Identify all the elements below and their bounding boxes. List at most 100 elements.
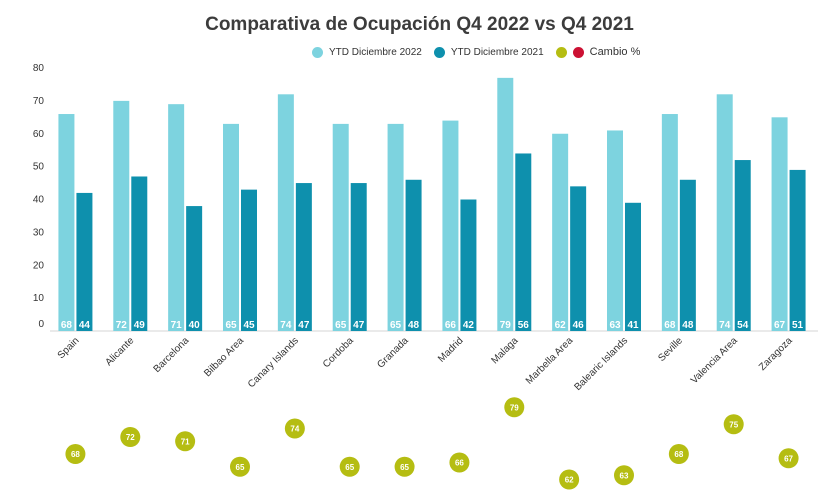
legend-label-2022: YTD Diciembre 2022 xyxy=(329,46,422,58)
bar-data-label: 45 xyxy=(243,320,255,331)
bar-2022 xyxy=(223,123,239,331)
bar-data-label: 56 xyxy=(518,320,530,331)
cambio-dot-label: 62 xyxy=(565,476,574,485)
cambio-dot xyxy=(504,397,525,418)
cambio-dot-label: 72 xyxy=(126,433,135,442)
bar-2022 xyxy=(497,77,514,331)
cambio-dot xyxy=(120,427,141,447)
bar-2022 xyxy=(552,133,569,331)
bar-2022 xyxy=(607,130,623,331)
x-tick-label: Cordoba xyxy=(321,335,356,370)
bar-data-label: 62 xyxy=(555,320,567,331)
legend-label-2021: YTD Diciembre 2021 xyxy=(450,46,544,58)
x-tick-label: Spain xyxy=(56,335,82,361)
cambio-dot-label: 67 xyxy=(784,454,793,463)
bar-data-label: 49 xyxy=(134,320,146,331)
x-tick-label: Madrid xyxy=(436,335,465,364)
bar-2022 xyxy=(277,94,294,331)
bar-2021 xyxy=(734,160,751,331)
cambio-dot xyxy=(614,465,634,486)
bar-2021 xyxy=(789,169,806,331)
bar-data-label: 46 xyxy=(573,320,585,331)
y-tick-label: 10 xyxy=(33,293,45,304)
cambio-dot-label: 68 xyxy=(71,450,80,459)
bar-data-label: 79 xyxy=(500,320,512,331)
bar-2022 xyxy=(113,100,130,331)
bar-data-label: 48 xyxy=(682,320,694,331)
bar-2021 xyxy=(295,183,312,331)
bar-data-label: 40 xyxy=(189,320,201,331)
cambio-dot-label: 65 xyxy=(345,463,354,472)
bar-2021 xyxy=(350,183,367,331)
cambio-dot-label: 65 xyxy=(236,463,245,472)
cambio-dot xyxy=(394,456,415,477)
y-tick-label: 30 xyxy=(33,227,45,238)
bar-data-label: 72 xyxy=(116,320,128,331)
cambio-dot xyxy=(65,444,86,464)
cambio-dot xyxy=(284,418,305,439)
bar-2021 xyxy=(131,176,148,331)
cambio-dot xyxy=(175,431,196,452)
bar-data-label: 65 xyxy=(335,320,347,331)
legend-swatch-2022 xyxy=(312,46,323,58)
bar-2022 xyxy=(771,117,788,331)
y-tick-label: 0 xyxy=(38,319,44,330)
bar-data-label: 66 xyxy=(445,320,457,331)
legend-swatch-cambio-negative xyxy=(572,46,584,58)
legend-label-cambio: Cambio % xyxy=(589,46,641,58)
chart-title: Comparativa de Ocupación Q4 2022 vs Q4 2… xyxy=(205,14,634,35)
x-tick-label: Valencia Area xyxy=(689,335,740,386)
cambio-dot xyxy=(723,414,744,435)
bar-2021 xyxy=(679,179,696,331)
bar-2022 xyxy=(442,120,459,331)
bar-data-label: 41 xyxy=(627,320,639,331)
bar-data-label: 63 xyxy=(609,320,621,331)
cambio-dot xyxy=(559,469,580,490)
bar-data-label: 44 xyxy=(79,320,91,331)
bar-data-label: 42 xyxy=(463,320,475,331)
y-tick-label: 60 xyxy=(33,129,45,140)
bar-data-label: 71 xyxy=(171,320,183,331)
bar-data-label: 47 xyxy=(298,320,310,331)
legend-item-2021[interactable]: YTD Diciembre 2021 xyxy=(433,46,544,58)
y-tick-label: 20 xyxy=(33,260,45,271)
y-tick-label: 70 xyxy=(33,96,45,107)
cambio-dot-label: 75 xyxy=(729,420,738,429)
y-tick-label: 40 xyxy=(33,195,45,206)
chart-legend: YTD Diciembre 2022 YTD Diciembre 2021 Ca… xyxy=(312,46,652,58)
bar-2022 xyxy=(332,123,349,331)
cambio-dot-label: 68 xyxy=(674,450,683,459)
bar-2022 xyxy=(716,94,733,331)
x-tick-label: Barcelona xyxy=(152,335,192,375)
cambio-dot-label: 71 xyxy=(181,437,190,446)
cambio-dot xyxy=(668,444,689,464)
bar-2022 xyxy=(168,104,185,331)
x-tick-label: Alicante xyxy=(103,335,136,368)
bar-2021 xyxy=(570,186,587,331)
cambio-dot xyxy=(230,456,250,477)
bar-data-label: 65 xyxy=(390,320,402,331)
cambio-dot-label: 74 xyxy=(290,425,299,434)
bar-data-label: 65 xyxy=(225,320,237,331)
y-tick-label: 50 xyxy=(33,162,45,173)
x-tick-label: Malaga xyxy=(489,335,520,366)
bar-data-label: 48 xyxy=(408,320,420,331)
bar-2021 xyxy=(241,189,257,331)
bar-data-label: 54 xyxy=(737,320,749,331)
legend-item-cambio[interactable]: Cambio % xyxy=(555,46,641,58)
cambio-dot-label: 66 xyxy=(455,459,464,468)
bar-2021 xyxy=(186,206,203,331)
bar-data-label: 67 xyxy=(774,320,786,331)
bar-2022 xyxy=(387,123,404,331)
bar-2022 xyxy=(58,114,75,332)
legend-item-2022[interactable]: YTD Diciembre 2022 xyxy=(312,46,422,58)
legend-swatch-2021 xyxy=(433,46,445,58)
bar-data-label: 47 xyxy=(353,320,365,331)
cambio-dot xyxy=(339,456,360,477)
bar-2021 xyxy=(76,192,93,331)
cambio-dot xyxy=(449,452,470,473)
bar-2021 xyxy=(405,179,422,331)
x-tick-label: Marbella Area xyxy=(524,335,576,387)
x-tick-label: Seville xyxy=(656,335,685,364)
